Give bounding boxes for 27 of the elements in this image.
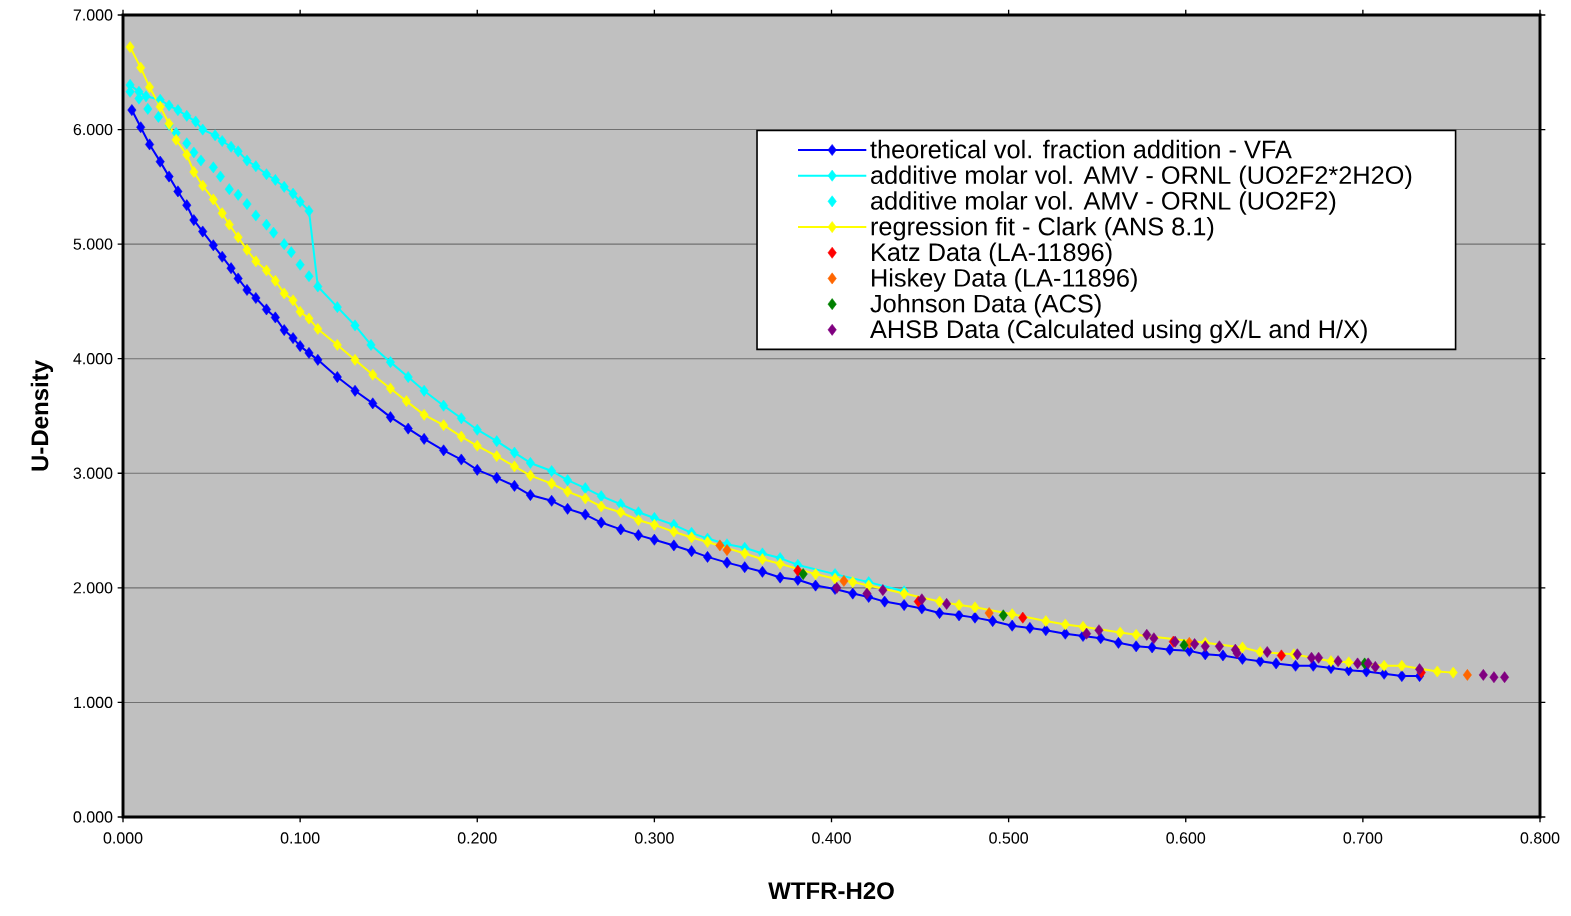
x-tick-label: 0.300 <box>634 832 674 844</box>
legend-label: regression fit - Clark (ANS 8.1) <box>871 216 1214 241</box>
y-tick-label: 0.000 <box>73 811 113 823</box>
legend-label: Johnson Data (ACS) <box>870 293 1101 318</box>
x-tick-label: 0.500 <box>989 832 1029 844</box>
x-tick-label: 0.400 <box>812 832 851 844</box>
y-tick-label: 4.000 <box>73 353 113 365</box>
x-tick-label: 0.600 <box>1166 832 1206 844</box>
y-tick-label: 3.000 <box>73 467 113 479</box>
x-tick-label: 0.000 <box>103 832 143 844</box>
x-tick-label: 0.200 <box>457 832 497 844</box>
y-axis-title: U-Density <box>30 360 54 471</box>
x-tick-label: 0.700 <box>1343 832 1383 844</box>
y-tick-label: 5.000 <box>73 238 113 250</box>
x-tick-label: 0.800 <box>1520 832 1560 844</box>
legend-label: additive molar vol. AMV - ORNL (UO2F2*2H2O) <box>871 165 1412 190</box>
y-tick-label: 2.000 <box>73 582 113 594</box>
legend-label: theoretical vol. fraction addition - VFA <box>870 139 1292 159</box>
y-tick-label: 7.000 <box>73 9 113 21</box>
x-axis-title: WTFR-H2O <box>768 882 894 900</box>
x-tick-label: 0.100 <box>280 832 320 844</box>
legend-label: additive molar vol. AMV - ORNL (UO2F2) <box>871 191 1336 215</box>
legend-label: AHSB Data (Calculated using gX/L and H/X) <box>870 319 1367 344</box>
legend-label: Katz Data (LA-11896) <box>872 242 1112 267</box>
y-tick-label: 6.000 <box>73 123 113 136</box>
legend-label: Hiskey Data (LA-11896) <box>872 268 1137 292</box>
y-tick-label: 1.000 <box>74 696 113 709</box>
